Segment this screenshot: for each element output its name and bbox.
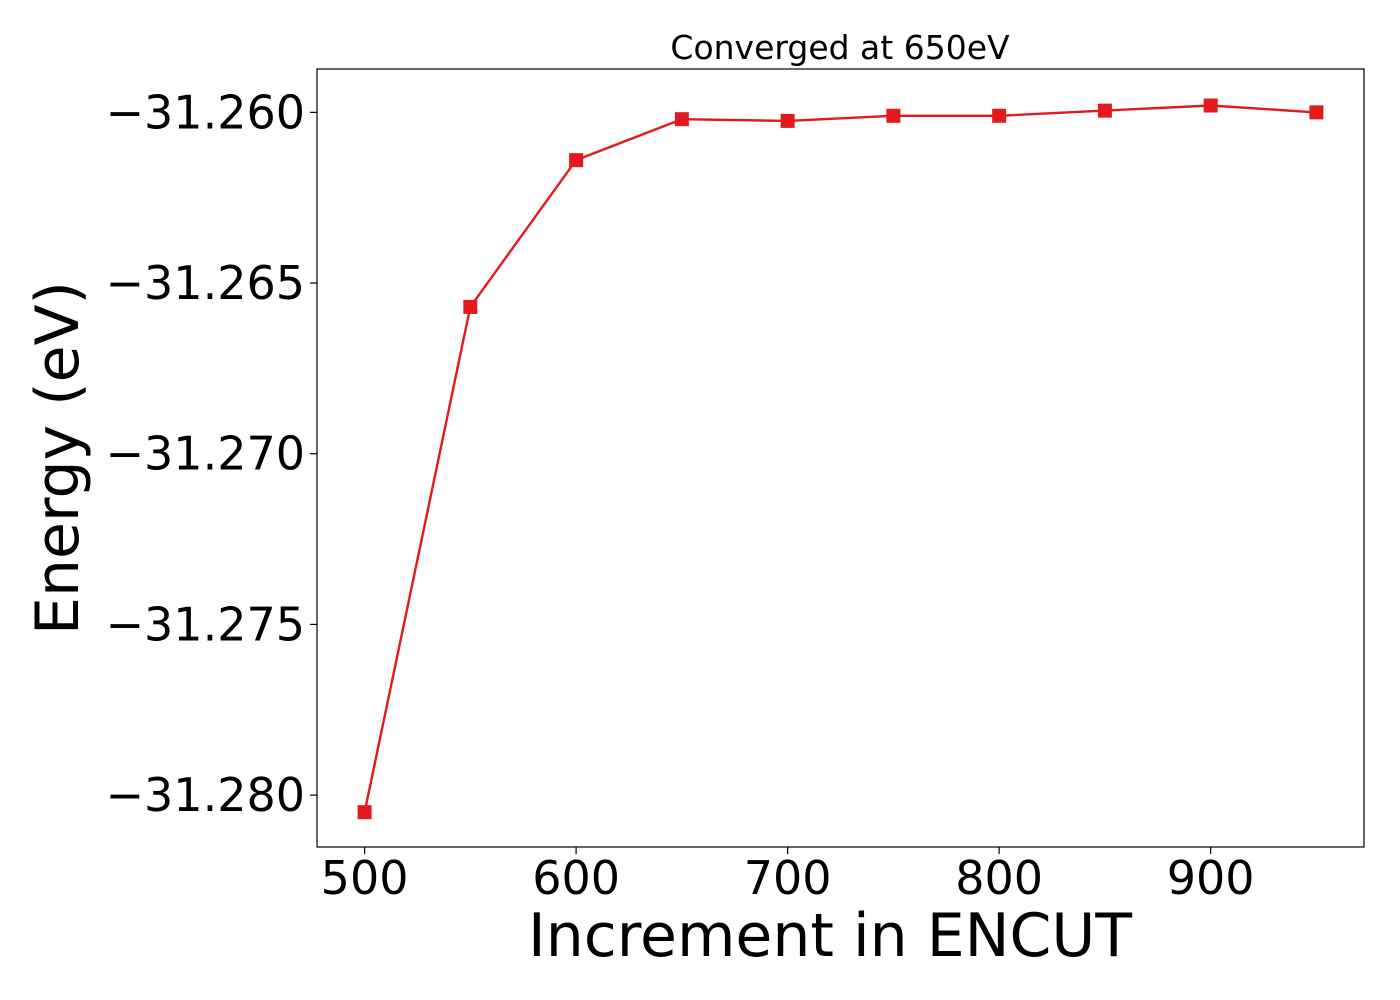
- data-point-marker: [569, 153, 584, 168]
- data-point-marker: [992, 108, 1007, 123]
- data-point-marker: [463, 299, 478, 314]
- plot-area: [316, 68, 1365, 848]
- data-point-marker: [1309, 105, 1324, 120]
- y-axis-title: Energy (eV): [23, 281, 93, 635]
- x-tick-label: 700: [744, 851, 832, 905]
- x-axis: 500 600 700 800 900: [321, 847, 1255, 905]
- data-point-marker: [1097, 103, 1112, 118]
- chart-title: Converged at 650eV: [670, 28, 1010, 67]
- x-tick-label: 500: [321, 851, 409, 905]
- y-tick-label: −31.275: [106, 597, 306, 651]
- x-tick-label: 900: [1167, 851, 1255, 905]
- data-point-marker: [780, 113, 795, 128]
- x-axis-title: Increment in ENCUT: [528, 901, 1132, 971]
- y-tick-label: −31.265: [106, 256, 306, 310]
- data-point-marker: [886, 108, 901, 123]
- data-point-marker: [1203, 98, 1218, 113]
- y-tick-label: −31.280: [106, 768, 306, 822]
- plot-frame: [316, 68, 1365, 848]
- data-point-marker: [357, 805, 372, 820]
- data-point-marker: [674, 112, 689, 127]
- y-axis: −31.260 −31.265 −31.270 −31.275 −31.280: [106, 85, 317, 822]
- y-tick-label: −31.260: [106, 85, 306, 139]
- series-line: [363, 104, 1317, 813]
- x-tick-label: 800: [955, 851, 1043, 905]
- series-layer: [357, 98, 1324, 820]
- y-tick-label: −31.270: [106, 427, 306, 481]
- x-tick-label: 600: [532, 851, 620, 905]
